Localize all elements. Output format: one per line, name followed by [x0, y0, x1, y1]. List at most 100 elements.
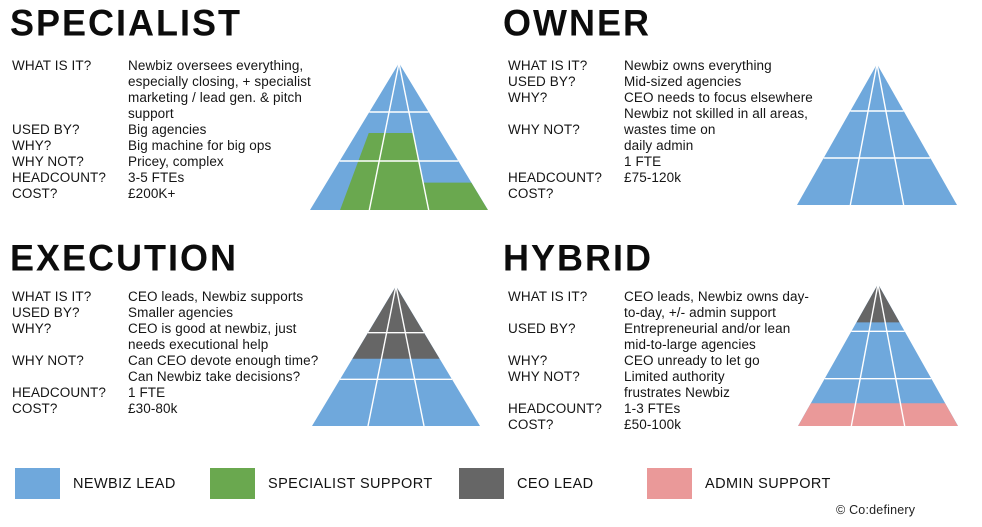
- qa-label: [12, 90, 128, 106]
- legend-label: CEO LEAD: [517, 475, 594, 492]
- pyramid-grid-lines: [825, 284, 932, 426]
- qa-label: [508, 385, 624, 401]
- qa-row: Can Newbiz take decisions?: [12, 369, 312, 385]
- qa-label: USED BY?: [508, 321, 576, 336]
- qa-label: WHAT IS IT?: [508, 289, 588, 304]
- legend-label: SPECIALIST SUPPORT: [268, 475, 433, 492]
- qa-label: [12, 369, 128, 385]
- qa-label: WHY NOT?: [12, 154, 84, 169]
- qa-row: USED BY? Smaller agencies: [12, 305, 312, 321]
- qa-row: WHAT IS IT? CEO leads, Newbiz supports: [12, 289, 312, 305]
- qa-value: support: [128, 106, 174, 121]
- qa-value: CEO unready to let go: [624, 353, 760, 368]
- qa-row: frustrates Newbiz: [508, 385, 808, 401]
- qa-row: WHY? CEO is good at newbiz, just: [12, 321, 312, 337]
- qa-value: Pricey, complex: [128, 154, 224, 169]
- qa-row: COST?: [508, 186, 808, 202]
- qa-row: HEADCOUNT? 1 FTE: [12, 385, 312, 401]
- qa-label: COST?: [12, 401, 58, 416]
- pyramid-segment-specialist_support: [340, 132, 488, 210]
- qa-value: Big machine for big ops: [128, 138, 272, 153]
- qa-value: 1 FTE: [624, 154, 662, 169]
- qa-value: Mid-sized agencies: [624, 74, 742, 89]
- qa-row: WHY NOT? Limited authority: [508, 369, 808, 385]
- qa-label: [508, 337, 624, 353]
- qa-value: £200K+: [128, 186, 176, 201]
- qa-label: WHY NOT?: [508, 369, 580, 384]
- qa-label: WHAT IS IT?: [508, 58, 588, 73]
- qa-label: WHY?: [12, 138, 52, 153]
- qa-label: HEADCOUNT?: [12, 170, 107, 185]
- quadrant-title-owner: OWNER: [503, 0, 651, 44]
- legend-label: ADMIN SUPPORT: [705, 475, 831, 492]
- qa-label: WHY?: [508, 90, 548, 105]
- qa-value: Newbiz oversees everything,: [128, 58, 304, 73]
- quadrant-owner: OWNER WHAT IS IT? Newbiz owns everything U…: [503, 0, 979, 232]
- pyramid-segment-ceo_lead: [352, 286, 440, 359]
- qa-row: COST? £30-80k: [12, 401, 312, 417]
- qa-label: HEADCOUNT?: [508, 401, 603, 416]
- legend: NEWBIZ LEAD SPECIALIST SUPPORT CEO LEAD ADM…: [0, 468, 982, 504]
- qa-row: USED BY? Entrepreneurial and/or lean: [508, 321, 808, 337]
- pyramid-grid-lines: [340, 63, 459, 210]
- quadrant-hybrid: HYBRID WHAT IS IT? CEO leads, Newbiz owns…: [503, 235, 979, 455]
- qa-label: USED BY?: [12, 305, 80, 320]
- qa-row: HEADCOUNT? 1-3 FTEs: [508, 401, 808, 417]
- qa-value: £75-120k: [624, 170, 682, 185]
- qa-row: HEADCOUNT? £75-120k: [508, 170, 808, 186]
- qa-value: Smaller agencies: [128, 305, 234, 320]
- qa-table-execution: WHAT IS IT? CEO leads, Newbiz supports USE…: [12, 289, 318, 417]
- qa-row: HEADCOUNT? 3-5 FTEs: [12, 170, 312, 186]
- qa-value: Can CEO devote enough time?: [128, 353, 319, 368]
- qa-value: Newbiz owns everything: [624, 58, 772, 73]
- pyramid-diagram-execution: [312, 286, 480, 426]
- qa-row: to-day, +/- admin support: [508, 305, 808, 321]
- qa-row: daily admin: [508, 138, 808, 154]
- qa-label: WHY?: [12, 321, 52, 336]
- pyramid-diagram-hybrid: [798, 284, 958, 426]
- qa-label: USED BY?: [508, 74, 576, 89]
- qa-label: [508, 154, 624, 170]
- qa-label: HEADCOUNT?: [12, 385, 107, 400]
- legend-swatch-ceo_lead: [459, 468, 504, 499]
- qa-value: mid-to-large agencies: [624, 337, 756, 352]
- qa-label: [12, 74, 128, 90]
- qa-row: WHY? Big machine for big ops: [12, 138, 312, 154]
- qa-label: [508, 305, 624, 321]
- qa-row: USED BY? Mid-sized agencies: [508, 74, 808, 90]
- qa-value: £50-100k: [624, 417, 682, 432]
- qa-label: [508, 106, 624, 122]
- pyramid-diagram-specialist: [310, 63, 488, 210]
- qa-row: WHAT IS IT? Newbiz oversees everything,: [12, 58, 312, 74]
- legend-swatch-newbiz_lead: [15, 468, 60, 499]
- pyramid-base-segment: [798, 284, 958, 426]
- pyramid-segment-admin_support: [798, 403, 958, 426]
- qa-row: 1 FTE: [508, 154, 808, 170]
- pyramid-segment-ceo_lead: [856, 284, 900, 323]
- qa-value: Limited authority: [624, 369, 725, 384]
- qa-value: 1 FTE: [128, 385, 166, 400]
- qa-label: COST?: [508, 417, 554, 432]
- qa-value: Newbiz not skilled in all areas,: [624, 106, 809, 121]
- qa-row: WHY NOT? wastes time on: [508, 122, 808, 138]
- legend-item-admin_support: ADMIN SUPPORT: [647, 468, 831, 499]
- legend-item-specialist_support: SPECIALIST SUPPORT: [210, 468, 433, 499]
- qa-value: Big agencies: [128, 122, 207, 137]
- quadrant-execution: EXECUTION WHAT IS IT? CEO leads, Newbiz s…: [10, 236, 496, 455]
- qa-row: WHAT IS IT? CEO leads, Newbiz owns day-: [508, 289, 809, 305]
- legend-swatch-admin_support: [647, 468, 692, 499]
- quadrant-title-hybrid: HYBRID: [503, 235, 654, 279]
- qa-row: mid-to-large agencies: [508, 337, 808, 353]
- qa-value: Entrepreneurial and/or lean: [624, 321, 791, 336]
- qa-label: [12, 337, 128, 353]
- qa-value: £30-80k: [128, 401, 178, 416]
- quadrant-specialist: SPECIALIST WHAT IS IT? Newbiz oversees ev…: [10, 1, 496, 232]
- qa-row: COST? £50-100k: [508, 417, 808, 433]
- qa-row: marketing / lead gen. & pitch: [12, 90, 312, 106]
- qa-row: WHY NOT? Pricey, complex: [12, 154, 312, 170]
- qa-label: WHY?: [508, 353, 548, 368]
- qa-value: CEO is good at newbiz, just: [128, 321, 297, 336]
- qa-table-owner: WHAT IS IT? Newbiz owns everything USED BY…: [508, 58, 813, 202]
- qa-value: Can Newbiz take decisions?: [128, 369, 301, 384]
